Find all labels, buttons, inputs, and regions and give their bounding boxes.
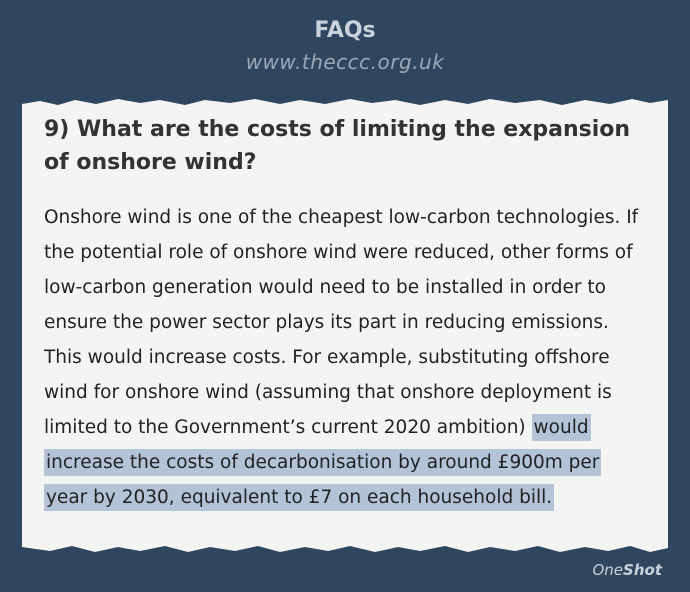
- answer: Onshore wind is one of the cheapest low-…: [44, 200, 644, 515]
- answer-text: Onshore wind is one of the cheapest low-…: [44, 207, 639, 438]
- header-subtitle: www.theccc.org.uk: [245, 50, 445, 74]
- header-title: FAQs: [314, 18, 376, 43]
- brand-shot: Shot: [623, 561, 662, 579]
- brand-one: One: [592, 561, 624, 579]
- brand: OneShot: [592, 561, 662, 579]
- question: 9) What are the costs of limiting the ex…: [44, 117, 631, 175]
